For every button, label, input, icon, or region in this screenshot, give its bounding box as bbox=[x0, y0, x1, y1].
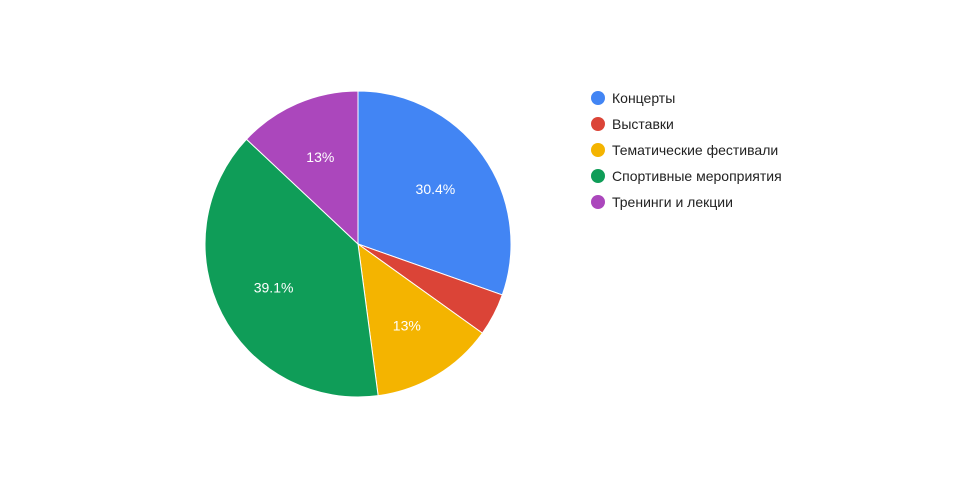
legend-item-2[interactable]: Выставки bbox=[591, 116, 674, 132]
pie-slices bbox=[204, 90, 512, 398]
legend-marker-3 bbox=[591, 143, 605, 157]
legend-label-3: Тематические фестивали bbox=[612, 142, 778, 158]
pie-slice-1[interactable] bbox=[357, 90, 512, 296]
legend-label-1: Концерты bbox=[612, 90, 675, 106]
legend-label-4: Спортивные мероприятия bbox=[612, 168, 782, 184]
legend-marker-5 bbox=[591, 195, 605, 209]
legend-item-1[interactable]: Концерты bbox=[591, 90, 675, 106]
pie-slice-labels: 30.4% 13% 39.1% 13% bbox=[254, 149, 456, 333]
legend-item-4[interactable]: Спортивные мероприятия bbox=[591, 168, 782, 184]
legend-item-5[interactable]: Тренинги и лекции bbox=[591, 194, 733, 210]
legend-marker-2 bbox=[591, 117, 605, 131]
legend-item-3[interactable]: Тематические фестивали bbox=[591, 142, 778, 158]
legend: Концерты Выставки Тематические фестивали Сп… bbox=[591, 90, 782, 210]
legend-label-5: Тренинги и лекции bbox=[612, 194, 733, 210]
slice-label-5: 13% bbox=[306, 149, 334, 165]
pie-slice-4[interactable] bbox=[204, 138, 379, 398]
slice-label-4: 39.1% bbox=[254, 279, 294, 295]
legend-marker-1 bbox=[591, 91, 605, 105]
legend-label-2: Выставки bbox=[612, 116, 674, 132]
legend-marker-4 bbox=[591, 169, 605, 183]
pie-slice-3[interactable] bbox=[357, 242, 484, 397]
slice-label-3: 13% bbox=[393, 317, 421, 333]
slice-label-1: 30.4% bbox=[416, 181, 456, 197]
pie-slice-5[interactable] bbox=[245, 90, 359, 246]
